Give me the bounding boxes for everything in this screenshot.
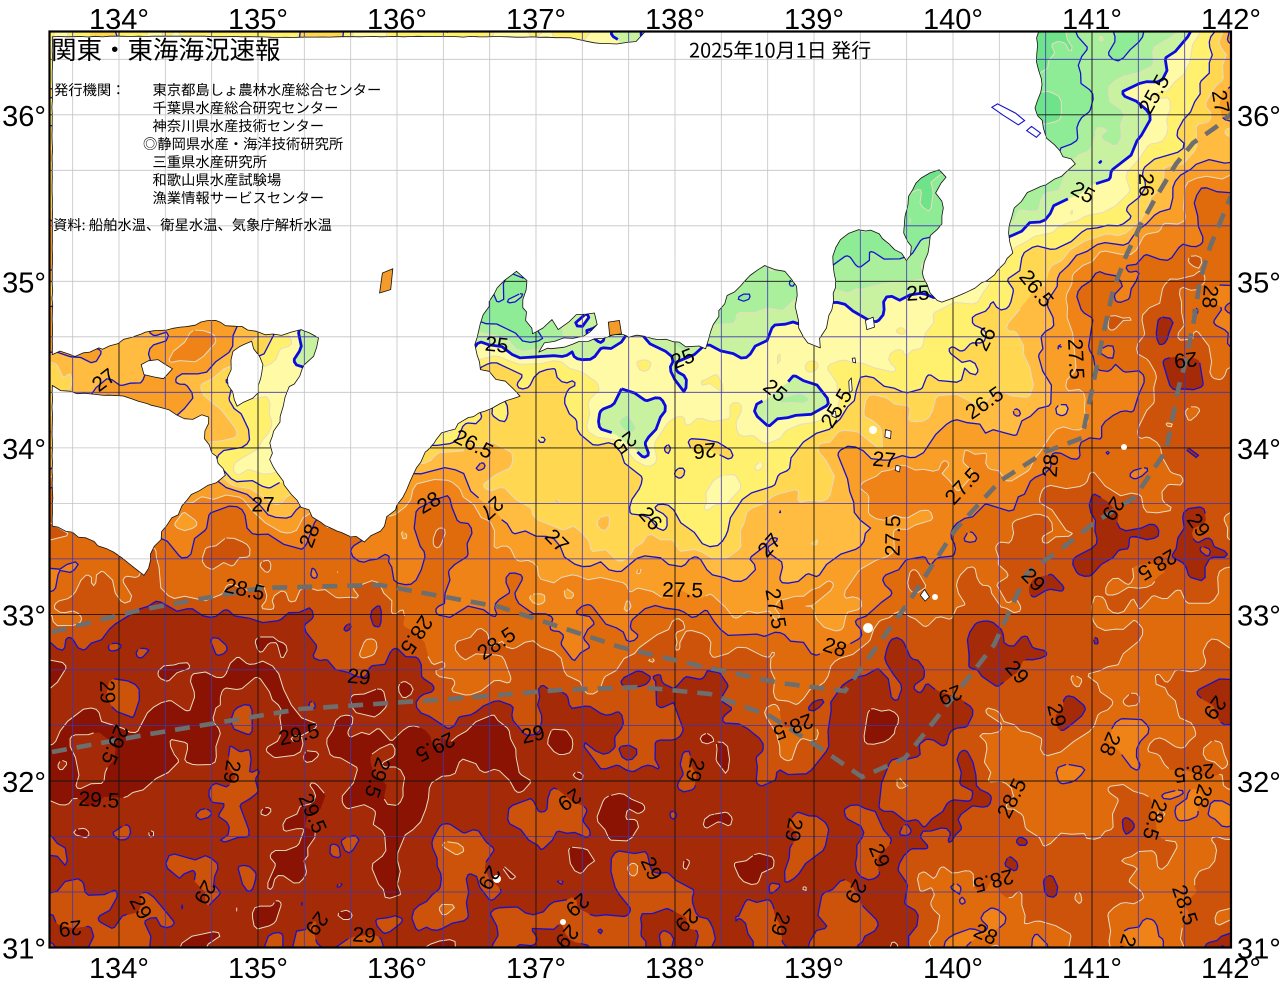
svg-text:139°: 139° (784, 953, 844, 980)
svg-text:136°: 136° (367, 4, 427, 36)
svg-text:137°: 137° (506, 953, 566, 980)
svg-text:31°: 31° (1237, 934, 1280, 966)
svg-text:35°: 35° (1237, 267, 1280, 299)
svg-text:137°: 137° (506, 4, 566, 36)
svg-text:34°: 34° (2, 434, 46, 466)
svg-text:134°: 134° (89, 4, 149, 36)
svg-text:27.5: 27.5 (662, 579, 703, 603)
svg-text:36°: 36° (2, 101, 46, 133)
svg-text:26: 26 (692, 438, 718, 463)
svg-text:139°: 139° (784, 4, 844, 36)
svg-text:28: 28 (1039, 453, 1064, 478)
svg-text:28: 28 (1111, 931, 1140, 960)
svg-text:29: 29 (57, 915, 83, 940)
svg-text:141°: 141° (1062, 4, 1122, 36)
svg-text:36°: 36° (1237, 101, 1280, 133)
svg-text:29: 29 (519, 721, 547, 749)
svg-text:32°: 32° (1237, 767, 1280, 799)
svg-text:134°: 134° (89, 953, 149, 980)
svg-text:33°: 33° (2, 600, 46, 632)
svg-text:29: 29 (346, 665, 371, 690)
svg-text:135°: 135° (228, 4, 288, 36)
svg-text:25: 25 (484, 332, 510, 357)
svg-text:27.5: 27.5 (1063, 338, 1088, 380)
svg-text:140°: 140° (923, 953, 983, 980)
svg-text:31°: 31° (2, 934, 46, 966)
svg-text:27: 27 (251, 494, 274, 517)
svg-text:28.5: 28.5 (1173, 758, 1217, 786)
svg-text:29: 29 (1173, 347, 1199, 372)
svg-text:27: 27 (1207, 88, 1234, 115)
svg-text:33°: 33° (1237, 600, 1280, 632)
svg-text:29: 29 (780, 816, 807, 843)
svg-text:28: 28 (1197, 284, 1222, 309)
svg-text:29.5: 29.5 (78, 788, 120, 813)
svg-text:135°: 135° (228, 953, 288, 980)
svg-text:138°: 138° (645, 4, 705, 36)
svg-text:27.5: 27.5 (881, 515, 905, 556)
svg-text:142°: 142° (1201, 4, 1261, 36)
svg-text:35°: 35° (2, 267, 46, 299)
svg-text:136°: 136° (367, 953, 427, 980)
svg-text:27: 27 (872, 448, 897, 473)
svg-text:32°: 32° (2, 767, 46, 799)
svg-text:34°: 34° (1237, 434, 1280, 466)
svg-text:29: 29 (95, 680, 119, 704)
svg-text:138°: 138° (645, 953, 705, 980)
svg-text:141°: 141° (1062, 953, 1122, 980)
svg-text:25: 25 (906, 282, 931, 306)
svg-text:29: 29 (218, 758, 244, 784)
svg-text:29: 29 (352, 923, 377, 947)
svg-text:29: 29 (1042, 701, 1070, 729)
svg-text:140°: 140° (923, 4, 983, 36)
svg-text:26: 26 (1134, 173, 1158, 197)
